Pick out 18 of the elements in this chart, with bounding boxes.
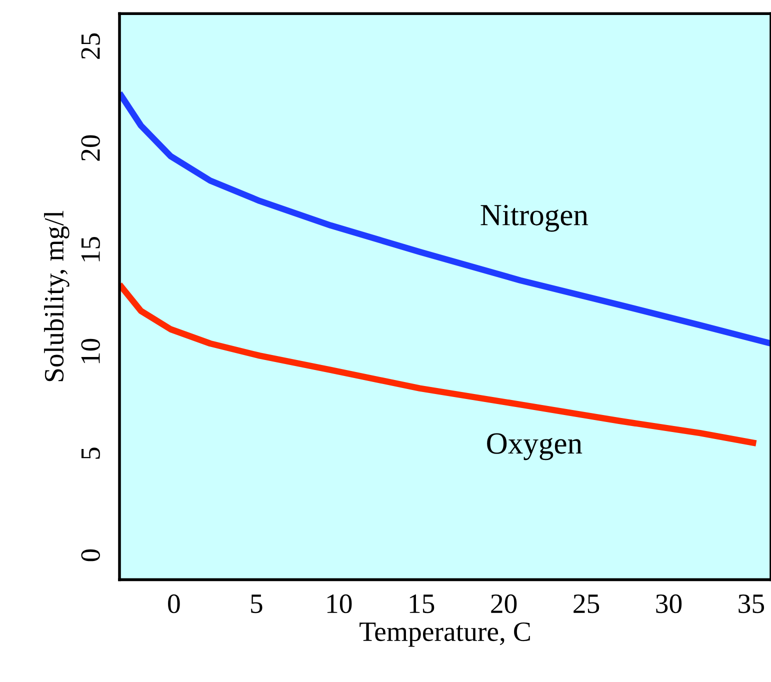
y-tick-label: 10 <box>81 338 100 364</box>
x-tick-label: 30 <box>656 594 682 614</box>
x-tick-label: 25 <box>574 594 600 614</box>
y-tick-label: 20 <box>81 135 100 161</box>
y-axis-title: Solubility, mg/l <box>44 210 70 382</box>
x-tick-label: 5 <box>251 594 262 614</box>
x-tick-label: 35 <box>738 594 764 614</box>
x-tick-label: 10 <box>327 594 352 614</box>
y-tick-label: 5 <box>82 448 100 459</box>
x-tick-label: 20 <box>491 594 517 614</box>
x-tick-label: 15 <box>410 594 434 614</box>
y-tick-label: 15 <box>81 237 100 262</box>
y-tick-label: 25 <box>81 33 100 59</box>
series-label: Oxygen <box>487 433 582 460</box>
x-tick-label: 0 <box>168 594 180 614</box>
series-label: Nitrogen <box>480 204 588 232</box>
x-axis-title: Temperature, C <box>360 622 530 647</box>
y-tick-label: 0 <box>81 549 100 562</box>
